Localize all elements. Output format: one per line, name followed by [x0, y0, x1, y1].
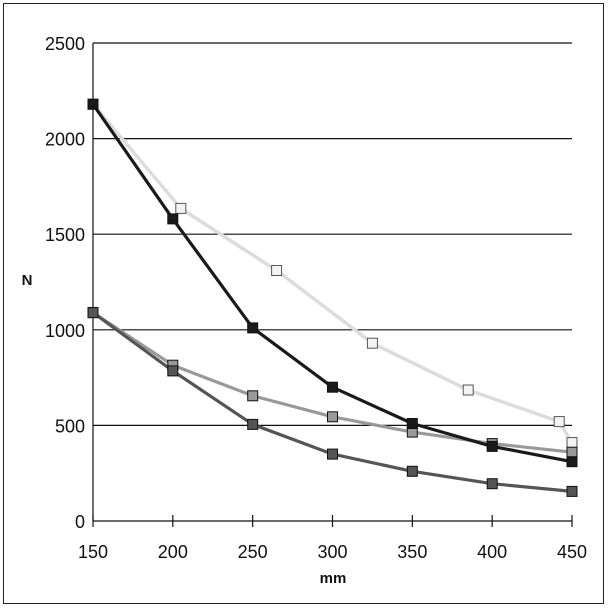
data-point-marker — [406, 465, 418, 477]
y-tick-label: 0 — [75, 512, 85, 532]
data-point-marker — [247, 322, 259, 334]
x-tick-label: 300 — [317, 542, 347, 562]
y-tick-label: 2000 — [45, 130, 85, 150]
data-point-marker — [247, 390, 259, 402]
chart-frame — [3, 3, 604, 604]
y-axis-label: N — [22, 272, 33, 289]
grid-lines — [93, 42, 572, 426]
series — [87, 98, 578, 497]
data-point-marker — [366, 337, 378, 349]
axes — [92, 43, 573, 527]
data-point-marker — [271, 265, 283, 276]
x-tick-label: 350 — [397, 542, 427, 562]
x-tick-label: 450 — [557, 542, 587, 562]
data-point-marker — [566, 437, 578, 449]
y-tick-label: 1000 — [45, 321, 85, 341]
data-point-marker — [462, 384, 474, 396]
data-point-marker — [566, 485, 578, 497]
series-line — [91, 103, 573, 464]
data-point-marker — [406, 418, 418, 429]
data-point-marker — [167, 213, 179, 225]
y-tick-label: 500 — [55, 416, 85, 436]
data-point-marker — [175, 202, 187, 214]
data-point-marker — [247, 418, 259, 430]
data-point-marker — [87, 98, 99, 110]
y-tick-label: 2500 — [45, 34, 85, 54]
x-tick-label: 200 — [158, 542, 188, 562]
series-1 — [87, 98, 578, 468]
series-2 — [87, 98, 578, 449]
data-point-marker — [87, 307, 99, 319]
y-tick-label: 1500 — [45, 225, 85, 245]
x-tick-label: 400 — [477, 542, 507, 562]
data-point-marker — [553, 416, 565, 428]
data-point-marker — [566, 456, 578, 468]
x-axis-label: mm — [320, 570, 347, 587]
x-tick-label: 150 — [78, 542, 108, 562]
tick-labels: 0 500 1000 1500 2000 2500 150 200 250 300 350 400 45… — [45, 34, 587, 562]
data-point-marker — [327, 381, 338, 393]
data-point-marker — [167, 365, 179, 377]
data-point-marker — [486, 478, 498, 490]
x-tick-label: 250 — [238, 542, 268, 562]
data-point-marker — [486, 440, 498, 452]
series-4 — [87, 307, 578, 497]
data-point-marker — [566, 446, 578, 458]
data-point-marker — [327, 411, 338, 423]
data-point-marker — [327, 448, 338, 460]
